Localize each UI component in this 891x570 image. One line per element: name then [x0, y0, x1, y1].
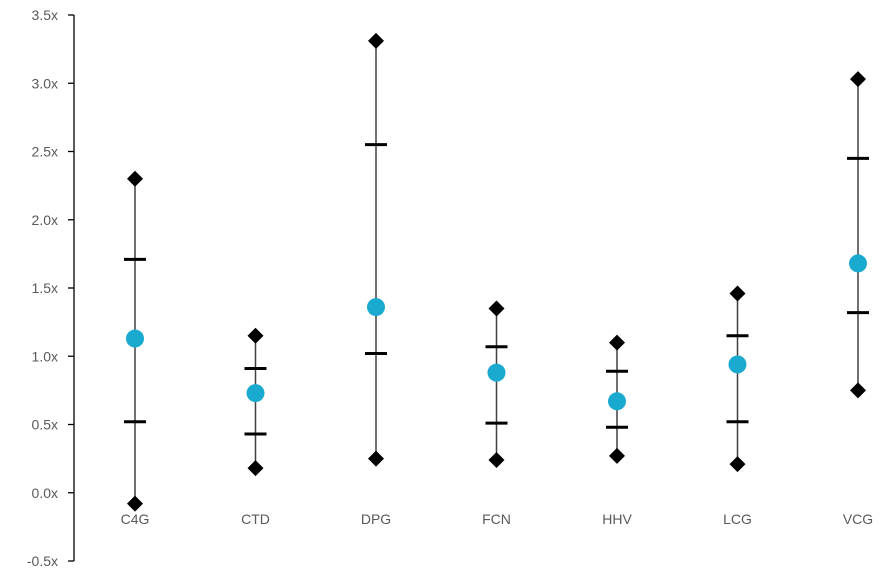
- y-tick-label: 1.0x: [32, 348, 58, 364]
- max-diamond-marker: [850, 71, 866, 88]
- range-group-ctd: [244, 327, 267, 477]
- x-category-label: VCG: [843, 511, 873, 527]
- median-point: [126, 329, 144, 348]
- y-tick-label: -0.5x: [27, 553, 58, 569]
- median-point: [487, 363, 506, 382]
- median-point: [367, 298, 385, 317]
- median-point: [246, 384, 265, 403]
- y-axis: -0.5x 0.0x 0.5x 1.0x 1.5x 2.0x 2.5x 3.0x 3.5x: [27, 7, 75, 569]
- max-diamond-marker: [127, 170, 143, 187]
- range-group-dpg: [365, 32, 387, 467]
- range-group-hhv: [606, 334, 628, 464]
- min-diamond-marker: [368, 450, 384, 467]
- range-group-lcg: [726, 285, 749, 473]
- min-diamond-marker: [488, 451, 505, 468]
- max-diamond-marker: [247, 327, 264, 344]
- median-point: [608, 392, 626, 411]
- min-diamond-marker: [247, 460, 264, 477]
- y-tick-label: 0.5x: [32, 417, 58, 433]
- y-tick-label: 2.5x: [32, 144, 58, 160]
- min-diamond-marker: [609, 447, 625, 464]
- range-group-vcg: [847, 71, 869, 399]
- max-diamond-marker: [368, 32, 384, 49]
- y-tick-label: 3.0x: [32, 75, 58, 91]
- x-category-label: DPG: [361, 511, 391, 527]
- max-diamond-marker: [488, 300, 505, 317]
- range-group-c4g: [124, 170, 146, 512]
- max-diamond-marker: [609, 334, 625, 351]
- min-diamond-marker: [850, 382, 866, 399]
- y-tick-label: 0.0x: [32, 485, 58, 501]
- y-tick-label: 1.5x: [32, 280, 58, 296]
- y-tick-label: 3.5x: [32, 7, 58, 23]
- max-diamond-marker: [729, 285, 746, 302]
- x-category-label: C4G: [121, 511, 150, 527]
- min-diamond-marker: [729, 456, 746, 473]
- range-group-fcn: [485, 300, 508, 468]
- median-point: [849, 254, 867, 273]
- median-point: [728, 355, 747, 374]
- x-category-label: HHV: [602, 511, 632, 527]
- x-category-label: LCG: [723, 511, 752, 527]
- x-category-label: FCN: [482, 511, 511, 527]
- plot-area: [124, 32, 869, 512]
- min-diamond-marker: [127, 495, 143, 512]
- y-tick-label: 2.0x: [32, 212, 58, 228]
- x-category-label: CTD: [241, 511, 270, 527]
- x-axis-labels: C4G CTD DPG FCN HHV LCG VCG: [121, 511, 874, 527]
